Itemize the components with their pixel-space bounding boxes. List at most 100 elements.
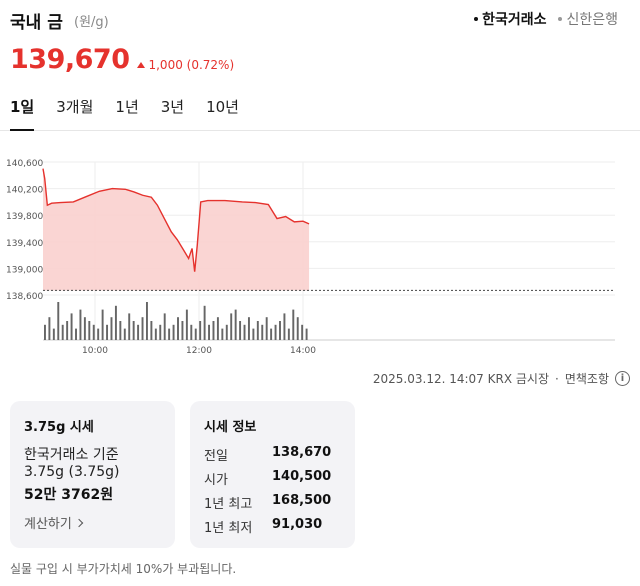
info-row-prev-close: 전일 138,670 bbox=[204, 445, 344, 464]
info-icon[interactable]: i bbox=[615, 371, 630, 386]
info-key: 1년 최저 bbox=[204, 521, 253, 536]
volume-bar bbox=[296, 317, 299, 340]
price-info-card: 시세 정보 전일 138,670 시가 140,500 1년 최고 168,50… bbox=[190, 401, 355, 548]
current-price: 139,670 bbox=[10, 44, 130, 75]
calculate-link[interactable]: 계산하기 bbox=[24, 513, 84, 532]
chart-meta: 2025.03.12. 14:07 KRX 금시장 · 면책조항 i bbox=[373, 370, 630, 387]
weight-label: 3.75g (3.75g) bbox=[24, 464, 120, 480]
volume-bar bbox=[101, 309, 104, 340]
unit-price-value: 52만 3762원 bbox=[24, 487, 114, 503]
volume-bar bbox=[66, 321, 69, 340]
volume-bar bbox=[92, 324, 95, 340]
tab-3years[interactable]: 3년 bbox=[160, 98, 185, 116]
volume-bar bbox=[265, 317, 268, 340]
volume-bar bbox=[301, 324, 304, 340]
bullet-icon bbox=[558, 17, 563, 21]
y-tick-label: 139,800 bbox=[6, 212, 43, 222]
timestamp: 2025.03.12. 14:07 KRX 금시장 bbox=[372, 372, 549, 386]
volume-bar bbox=[234, 309, 237, 340]
volume-bar bbox=[225, 324, 228, 340]
volume-bar bbox=[199, 321, 202, 340]
source-tab-krx[interactable]: 한국거래소 bbox=[474, 9, 546, 29]
volume-bar bbox=[287, 328, 290, 340]
price-change-value: 1,000 (0.72%) bbox=[148, 58, 235, 72]
volume-bar bbox=[61, 324, 64, 340]
vat-footnote: 실물 구입 시 부가가치세 10%가 부과됩니다. bbox=[10, 562, 237, 576]
volume-bar bbox=[243, 324, 246, 340]
up-arrow-icon bbox=[137, 62, 146, 68]
y-tick-label: 139,400 bbox=[6, 239, 43, 249]
volume-bar bbox=[145, 302, 148, 340]
bullet-icon bbox=[474, 17, 479, 21]
volume-bar bbox=[163, 313, 166, 340]
volume-bar bbox=[212, 321, 215, 340]
tab-1year[interactable]: 1년 bbox=[115, 98, 139, 116]
source-tab-label: 한국거래소 bbox=[482, 12, 547, 28]
volume-bar bbox=[137, 324, 140, 340]
volume-bar bbox=[203, 305, 206, 340]
volume-bar bbox=[177, 317, 179, 340]
source-tab-shinhan[interactable]: 신한은행 bbox=[558, 9, 618, 29]
active-tab-indicator bbox=[10, 129, 34, 131]
y-tick-label: 139,000 bbox=[6, 265, 43, 275]
volume-bar bbox=[79, 309, 82, 340]
y-tick-label: 140,200 bbox=[6, 186, 43, 196]
volume-bar bbox=[283, 313, 286, 340]
volume-bar bbox=[154, 328, 157, 340]
volume-bar bbox=[57, 302, 60, 340]
volume-bar bbox=[128, 313, 131, 340]
info-key: 시가 bbox=[204, 473, 228, 488]
volume-bar bbox=[52, 328, 55, 340]
disclaimer-link[interactable]: 면책조항 bbox=[564, 372, 609, 386]
volume-bar bbox=[123, 328, 126, 340]
volume-bar bbox=[88, 321, 91, 340]
header: 국내 금 (원/g) 한국거래소 신한은행 bbox=[10, 8, 630, 36]
info-value: 168,500 bbox=[272, 493, 332, 508]
tab-10years[interactable]: 10년 bbox=[206, 98, 239, 116]
tab-divider bbox=[0, 130, 640, 131]
volume-bar bbox=[150, 321, 153, 340]
card-title: 시세 정보 bbox=[204, 420, 257, 435]
volume-bar bbox=[97, 328, 100, 340]
volume-bar bbox=[70, 313, 73, 340]
tab-1day[interactable]: 1일 bbox=[10, 98, 35, 116]
info-row-open: 시가 140,500 bbox=[204, 469, 344, 488]
info-row-52w-high: 1년 최고 168,500 bbox=[204, 493, 344, 512]
volume-bar bbox=[132, 321, 135, 340]
volume-bar bbox=[208, 324, 211, 340]
volume-bar bbox=[159, 324, 162, 340]
volume-bar bbox=[75, 328, 77, 340]
volume-bar bbox=[239, 321, 242, 340]
volume-bar bbox=[221, 328, 224, 340]
price-change: 1,000 (0.72%) bbox=[137, 58, 234, 72]
volume-bar bbox=[119, 321, 122, 340]
x-tick-label: 14:00 bbox=[290, 346, 316, 356]
volume-bar bbox=[44, 324, 46, 340]
source-tab-label: 신한은행 bbox=[566, 12, 618, 28]
volume-bar bbox=[185, 309, 188, 340]
volume-bar bbox=[261, 324, 264, 340]
separator-dot: · bbox=[555, 371, 559, 386]
x-tick-label: 12:00 bbox=[186, 346, 212, 356]
info-row-52w-low: 1년 최저 91,030 bbox=[204, 517, 344, 536]
info-key: 전일 bbox=[204, 449, 228, 464]
info-key: 1년 최고 bbox=[204, 497, 253, 512]
y-tick-label: 140,600 bbox=[6, 159, 43, 169]
volume-bar bbox=[172, 324, 175, 340]
volume-bar bbox=[181, 321, 184, 340]
period-tabs: 1일 3개월 1년 3년 10년 bbox=[10, 96, 261, 117]
volume-bar bbox=[168, 328, 171, 340]
source-tabs: 한국거래소 신한은행 bbox=[474, 9, 618, 29]
info-value: 138,670 bbox=[272, 445, 332, 460]
calculate-label: 계산하기 bbox=[24, 517, 72, 532]
volume-bar bbox=[216, 317, 219, 340]
volume-bar bbox=[141, 317, 144, 340]
volume-bar bbox=[83, 317, 86, 340]
basis-label: 한국거래소 기준 bbox=[24, 447, 119, 463]
unit-price-card: 3.75g 시세 한국거래소 기준 3.75g (3.75g) 52만 3762… bbox=[10, 401, 175, 548]
price-area-fill bbox=[43, 168, 310, 291]
price-chart[interactable]: 140,600 140,200 139,800 139,400 139,000 138,6… bbox=[0, 140, 640, 362]
volume-bar bbox=[106, 324, 109, 340]
chevron-right-icon bbox=[74, 518, 84, 527]
tab-3months[interactable]: 3개월 bbox=[56, 98, 94, 116]
